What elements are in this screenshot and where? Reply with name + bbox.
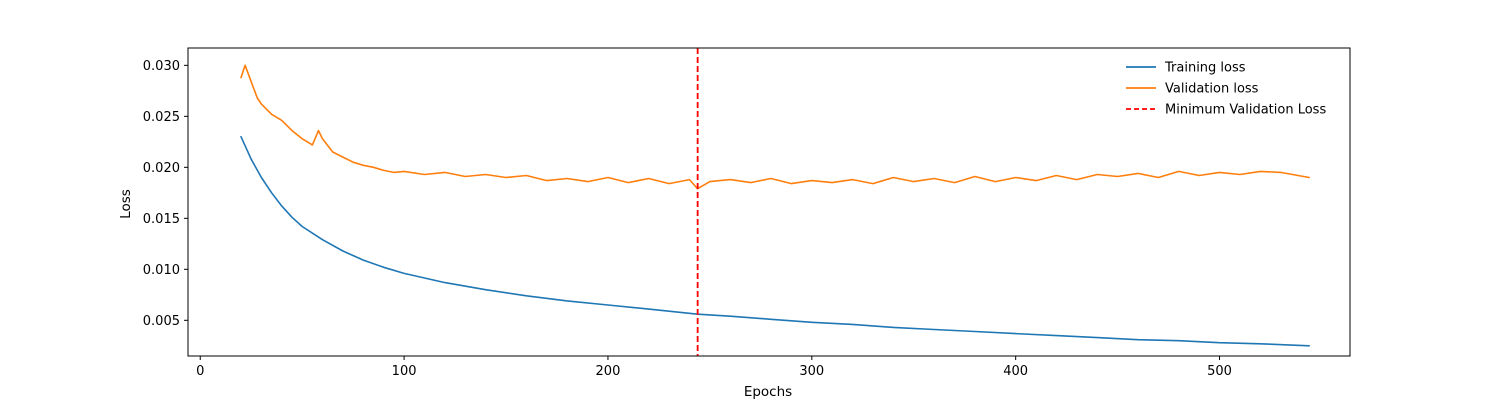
y-tick-label: 0.005 [143,314,180,329]
x-axis-label: Epochs [744,384,792,400]
y-axis: 0.005 0.010 0.015 0.020 0.025 0.030 [143,59,188,329]
plot-frame [187,47,1351,357]
y-tick-label: 0.010 [143,263,180,278]
y-tick-label: 0.025 [143,110,180,125]
x-tick-label: 300 [799,364,824,379]
y-tick-label: 0.020 [143,161,180,176]
legend-label-validation-loss: Validation loss [1165,82,1259,97]
series-line-training-loss [240,135,1310,347]
plot-area [240,48,1310,356]
legend-label-training-loss: Training loss [1164,61,1246,76]
y-axis-label: Loss [118,189,134,219]
legend-label-min-validation-loss: Minimum Validation Loss [1165,103,1326,118]
legend: Training loss Validation loss Minimum Vali… [1126,61,1326,118]
x-tick-label: 100 [392,364,417,379]
y-tick-label: 0.030 [143,59,180,74]
x-tick-label: 400 [1003,364,1028,379]
x-tick-label: 500 [1207,364,1232,379]
x-tick-label: 0 [196,364,204,379]
series-line-validation-loss [240,64,1310,190]
x-axis: 0 100 200 300 400 500 [196,356,1232,379]
y-tick-label: 0.015 [143,212,180,227]
x-tick-label: 200 [596,364,621,379]
